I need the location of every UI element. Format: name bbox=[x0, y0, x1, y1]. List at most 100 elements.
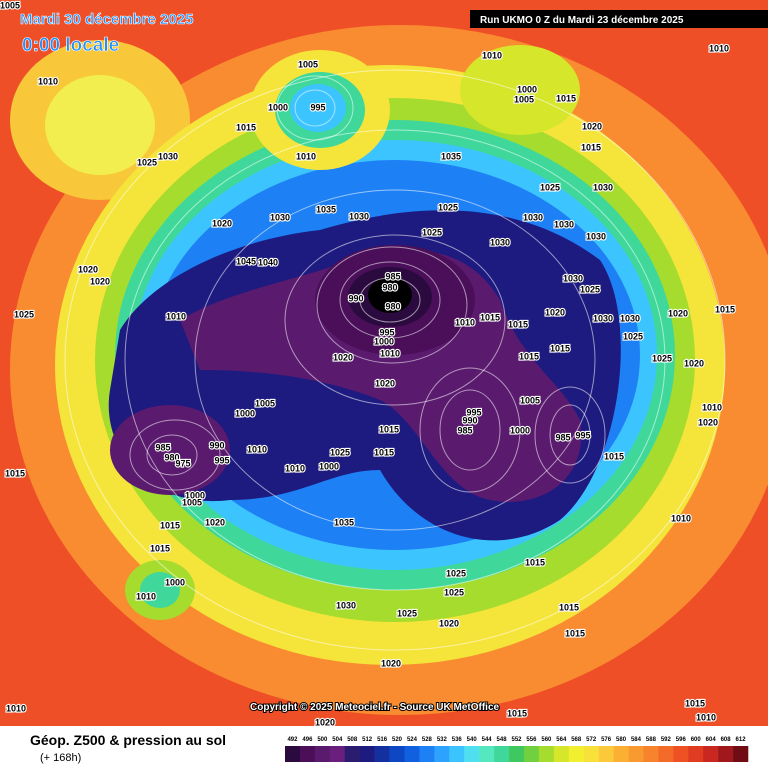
colorbar-swatch bbox=[314, 746, 331, 762]
isobar-label: 1025 bbox=[397, 608, 417, 618]
isobar-label: 1010 bbox=[709, 43, 729, 53]
colorbar-label: 596 bbox=[676, 737, 687, 743]
isobar-label: 1035 bbox=[316, 204, 336, 214]
copyright: Copyright © 2025 Meteociel.fr - Source U… bbox=[250, 702, 500, 713]
colorbar-swatch bbox=[703, 746, 719, 762]
colorbar: 492 496 500 504 508 512 516 520 524 528 532 536 540 5… bbox=[285, 737, 749, 762]
isobar-label: 1030 bbox=[490, 237, 510, 247]
colorbar-label: 536 bbox=[452, 737, 463, 743]
isobar-label: 985 bbox=[457, 425, 472, 435]
colorbar-label: 568 bbox=[571, 737, 582, 743]
isobar-label: 1000 bbox=[165, 577, 185, 587]
isobar-label: 1025 bbox=[446, 568, 466, 578]
colorbar-label: 560 bbox=[541, 737, 552, 743]
colorbar-label: 528 bbox=[422, 737, 433, 743]
isobar-label: 1010 bbox=[136, 591, 156, 601]
colorbar-label: 556 bbox=[526, 737, 537, 743]
colorbar-label: 592 bbox=[661, 737, 672, 743]
colorbar-label: 516 bbox=[377, 737, 388, 743]
isobar-label: 980 bbox=[164, 452, 179, 462]
isobar-label: 1035 bbox=[441, 151, 461, 161]
isobar-label: 1020 bbox=[333, 352, 353, 362]
isobar-label: 1010 bbox=[702, 402, 722, 412]
isobar-label: 1025 bbox=[330, 447, 350, 457]
isobar-label: 985 bbox=[555, 432, 570, 442]
isobar-label: 1015 bbox=[236, 122, 256, 132]
colorbar-label: 572 bbox=[586, 737, 597, 743]
colorbar-label: 588 bbox=[646, 737, 657, 743]
isobar-label: 1025 bbox=[652, 353, 672, 363]
isobar-label: 1030 bbox=[523, 212, 543, 222]
isobar-label: 1015 bbox=[150, 543, 170, 553]
isobar-label: 990 bbox=[348, 293, 363, 303]
isobar-label: 1000 bbox=[268, 102, 288, 112]
map-field bbox=[0, 0, 768, 726]
colorbar-label: 500 bbox=[317, 737, 328, 743]
colorbar-swatch bbox=[613, 746, 629, 762]
isobar-label: 1020 bbox=[375, 378, 395, 388]
colorbar-swatch bbox=[299, 746, 316, 762]
colorbar-swatch bbox=[344, 746, 360, 762]
isobar-label: 1030 bbox=[158, 151, 178, 161]
colorbar-label: 552 bbox=[511, 737, 522, 743]
isobar-label: 990 bbox=[209, 440, 224, 450]
isobar-label: 1020 bbox=[668, 308, 688, 318]
isobar-label: 995 bbox=[575, 430, 590, 440]
isobar-label: 1010 bbox=[482, 50, 502, 60]
isobar-label: 1005 bbox=[514, 94, 534, 104]
isobar-label: 990 bbox=[462, 415, 477, 425]
isobar-label: 1005 bbox=[182, 497, 202, 507]
isobar-label: 1015 bbox=[715, 304, 735, 314]
isobar-label: 1015 bbox=[581, 142, 601, 152]
isobar-label: 1015 bbox=[559, 602, 579, 612]
isobar-label: 1015 bbox=[550, 343, 570, 353]
isobar-label: 1045 bbox=[236, 256, 256, 266]
colorbar-label: 604 bbox=[706, 737, 717, 743]
isobar-label: 1025 bbox=[422, 227, 442, 237]
colorbar-label: 608 bbox=[721, 737, 732, 743]
colorbar-label: 524 bbox=[407, 737, 418, 743]
isobar-label: 1005 bbox=[0, 0, 20, 10]
colorbar-label: 504 bbox=[332, 737, 343, 743]
isobar-label: 1030 bbox=[554, 219, 574, 229]
colorbar-label: 580 bbox=[616, 737, 627, 743]
isobar-label: 1015 bbox=[519, 351, 539, 361]
colorbar-swatch bbox=[628, 746, 644, 762]
run-label: Run UKMO 0 Z du Mardi 23 décembre 2025 bbox=[480, 15, 684, 26]
colorbar-swatch bbox=[718, 746, 734, 762]
isobar-label: 1030 bbox=[270, 212, 290, 222]
footer-lead: (+ 168h) bbox=[40, 752, 81, 764]
isobar-label: 1015 bbox=[556, 93, 576, 103]
isobar-label: 1025 bbox=[137, 157, 157, 167]
isobar-label: 1020 bbox=[439, 618, 459, 628]
isobar-label: 1015 bbox=[508, 319, 528, 329]
date-label: Mardi 30 décembre 2025 bbox=[20, 11, 193, 28]
isobar-label: 1020 bbox=[698, 417, 718, 427]
colorbar-label: 584 bbox=[631, 737, 642, 743]
isobar-label: 1015 bbox=[5, 468, 25, 478]
colorbar-swatch bbox=[374, 746, 390, 762]
colorbar-swatch bbox=[658, 746, 674, 762]
colorbar-swatch bbox=[598, 746, 614, 762]
isobar-label: 1005 bbox=[298, 59, 318, 69]
colorbar-label: 532 bbox=[437, 737, 448, 743]
isobar-label: 975 bbox=[175, 458, 190, 468]
isobar-label: 1020 bbox=[78, 264, 98, 274]
colorbar-label: 544 bbox=[482, 737, 493, 743]
isobar-label: 980 bbox=[385, 301, 400, 311]
isobar-label: 1000 bbox=[319, 461, 339, 471]
colorbar-swatch bbox=[494, 746, 510, 762]
colorbar-label: 492 bbox=[287, 737, 298, 743]
colorbar-swatch bbox=[449, 746, 465, 762]
colorbar-swatch bbox=[643, 746, 659, 762]
isobar-label: 995 bbox=[379, 327, 394, 337]
isobar-label: 1025 bbox=[540, 182, 560, 192]
colorbar-label: 548 bbox=[497, 737, 508, 743]
isobar-label: 1005 bbox=[520, 395, 540, 405]
isobar-label: 1010 bbox=[455, 317, 475, 327]
isobar-label: 1000 bbox=[517, 84, 537, 94]
isobar-label: 1015 bbox=[480, 312, 500, 322]
colorbar-label: 496 bbox=[302, 737, 313, 743]
colorbar-swatch bbox=[673, 746, 689, 762]
